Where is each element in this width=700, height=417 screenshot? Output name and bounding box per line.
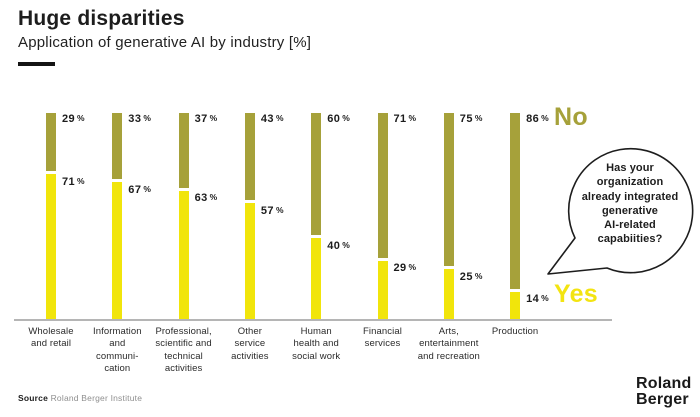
percent-sign: % (541, 113, 550, 123)
percent-sign: % (143, 183, 152, 194)
bar-segment-yes (510, 291, 521, 319)
bar-segment-yes (377, 260, 388, 319)
category-label: Information and communi- cation (92, 326, 142, 375)
percent-sign: % (77, 175, 86, 186)
source-label: Source (18, 393, 49, 403)
percent-sign: % (474, 270, 483, 281)
bar-segment-yes (244, 203, 255, 319)
percent-sign: % (275, 204, 284, 215)
category-label: Professional, scientific and technical a… (155, 326, 212, 375)
bar-segment-no (377, 113, 388, 258)
percent-sign: % (77, 113, 86, 123)
percent-sign: % (209, 113, 218, 123)
logo-line1: Roland (636, 375, 692, 392)
x-axis-line (14, 319, 612, 321)
value-label-no: 75% (459, 113, 483, 125)
value-label-no: 29% (62, 113, 86, 125)
percent-sign: % (143, 113, 152, 123)
percent-sign: % (275, 113, 284, 123)
percent-sign: % (541, 293, 550, 304)
category-label: Financial services (363, 326, 402, 350)
bar-segment-yes (178, 190, 189, 319)
source-text: Roland Berger Institute (50, 393, 143, 403)
value-label-no: 43% (260, 113, 284, 125)
value-label-no: 33% (128, 113, 152, 125)
source-note: Source Roland Berger Institute (18, 393, 142, 403)
value-label-yes: 67% (128, 183, 152, 196)
percent-sign: % (408, 262, 417, 273)
percent-sign: % (342, 239, 351, 250)
legend-no: No (554, 103, 588, 131)
bar-segment-no (46, 113, 56, 172)
value-label-yes: 40% (327, 239, 351, 252)
bar-segment-no (510, 113, 521, 289)
bar-segment-yes (46, 174, 56, 319)
category-label: Production (491, 326, 539, 337)
bar-segment-yes (311, 238, 322, 319)
bar-segment-no (112, 113, 123, 180)
value-label-no: 86% (526, 113, 550, 125)
page-title: Huge disparities (18, 7, 185, 30)
bar-segment-no (443, 113, 454, 266)
page-subtitle: Application of generative AI by industry… (18, 34, 312, 51)
value-label-no: 60% (327, 113, 351, 125)
logo-line2: Berger (636, 391, 689, 408)
percent-sign: % (209, 192, 218, 203)
bar-segment-yes (112, 182, 123, 319)
legend-yes: Yes (554, 280, 599, 308)
speech-bubble-text: Has your organization already integrated… (581, 162, 679, 246)
bar-segment-no (178, 113, 189, 188)
bar-segment-no (244, 113, 255, 201)
value-label-yes: 14% (526, 293, 550, 306)
value-label-yes: 57% (260, 204, 284, 217)
value-label-yes: 71% (62, 175, 86, 188)
category-label: Wholesale and retail (28, 326, 74, 350)
value-label-no: 71% (393, 113, 417, 125)
category-label: Human health and social work (292, 326, 341, 362)
percent-sign: % (342, 113, 351, 123)
percent-sign: % (474, 113, 483, 123)
percent-sign: % (408, 113, 417, 123)
category-label: Other service activities (231, 326, 269, 362)
bar-segment-yes (443, 269, 454, 319)
title-rule (18, 62, 55, 66)
category-label: Arts, entertainment and recreation (417, 326, 480, 362)
value-label-no: 37% (194, 113, 218, 125)
value-label-yes: 29% (393, 262, 417, 275)
value-label-yes: 25% (459, 270, 483, 283)
roland-berger-logo: Roland Berger (636, 376, 691, 408)
bar-segment-no (311, 113, 322, 236)
speech-bubble-outline (547, 147, 694, 275)
value-label-yes: 63% (194, 192, 218, 205)
